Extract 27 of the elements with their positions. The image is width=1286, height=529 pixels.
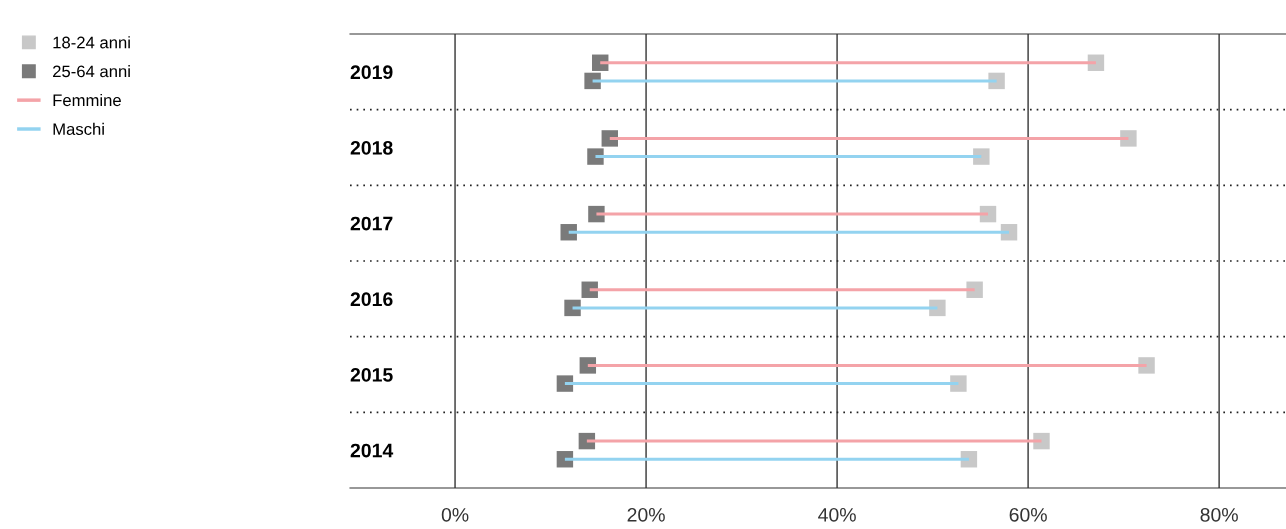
bar xyxy=(586,439,1042,443)
bar xyxy=(595,155,982,159)
y-tick-label: 2016 xyxy=(350,292,393,307)
x-tick-label: 20% xyxy=(627,507,665,522)
bar xyxy=(568,230,1010,234)
bar xyxy=(609,136,1129,140)
x-tick-label: 60% xyxy=(1009,507,1047,522)
bar xyxy=(600,61,1096,65)
bar xyxy=(587,363,1147,367)
x-tick-label: 80% xyxy=(1200,507,1238,522)
x-tick-label: 40% xyxy=(818,507,856,522)
bar xyxy=(592,79,997,83)
bar xyxy=(589,288,975,292)
bar xyxy=(596,212,989,216)
bar xyxy=(564,382,959,386)
legend-label: 18-24 anni xyxy=(53,36,130,49)
bar xyxy=(564,457,969,461)
y-tick-label: 2014 xyxy=(350,443,394,458)
legend-label: Femmine xyxy=(53,93,121,107)
y-tick-label: 2015 xyxy=(350,367,393,382)
bar xyxy=(572,306,938,310)
y-tick-label: 2019 xyxy=(350,65,393,80)
y-tick-label: 2017 xyxy=(350,216,393,231)
legend-label: Maschi xyxy=(53,122,104,136)
y-tick-label: 2018 xyxy=(350,140,393,155)
x-tick-label: 0% xyxy=(441,507,469,522)
legend-label: 25-64 anni xyxy=(53,65,130,78)
